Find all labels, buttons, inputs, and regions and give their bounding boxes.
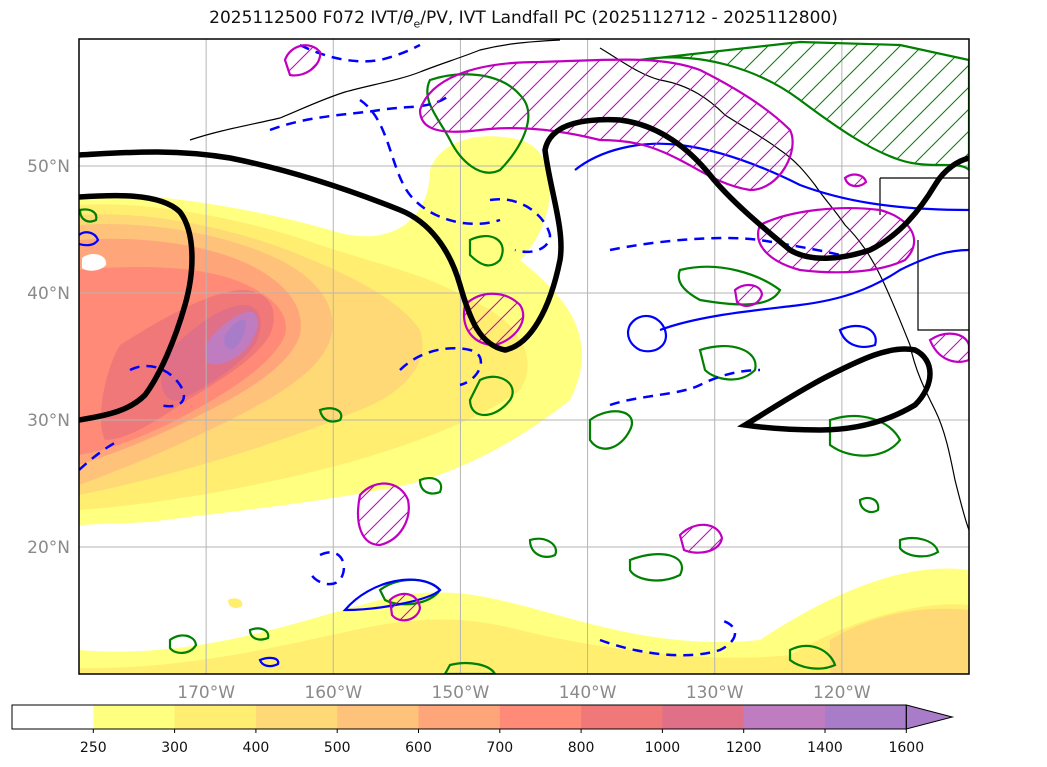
colorbar-segment [337,705,419,729]
x-tick-label: 170°W [177,683,235,703]
ivt-small-patch [228,598,243,608]
pc-contour-6 [388,592,422,622]
pc-contour-9 [928,332,969,363]
pc-contour-5 [678,523,724,554]
colorbar-label: 300 [161,740,188,756]
y-axis-ticks: 20°N 30°N 40°N 50°N [27,157,70,558]
pv-contour-9 [168,634,198,654]
x-axis-ticks: 170°W 160°W 150°W 140°W 130°W 120°W [177,683,871,703]
theta-e-solid-5 [79,231,100,247]
pv-contour-14 [418,476,443,495]
x-tick-label: 120°W [813,683,871,703]
pc-contour-8 [733,284,764,307]
colorbar-extend-arrow [905,704,955,730]
theta-e-dashed-3 [489,197,552,254]
pv-contour-6 [588,410,634,450]
pv-contour-12 [828,415,902,457]
pv-contour-11 [788,644,837,670]
pv-contour-2 [639,40,969,172]
plot-frame [78,38,970,675]
pv-contour-18 [528,537,558,558]
colorbar-segment [743,705,826,729]
x-tick-label: 160°W [304,683,362,703]
black-contour-east [737,346,933,433]
pv-contour-3 [468,235,504,267]
pv-contour-17 [79,208,98,223]
theta-e-solid-6 [258,656,280,668]
pc-contour-7 [283,44,322,77]
y-tick-label: 30°N [27,411,70,431]
pv-contour-5 [698,345,757,381]
colorbar-segment [93,705,176,729]
colorbar-label: 1600 [888,740,924,756]
pc-contour-1 [418,58,794,192]
pv-contour-4 [677,265,782,306]
theta-e-solid-4 [342,578,442,612]
pv-contour-20 [858,496,880,514]
pv-contour-13 [628,553,683,582]
colorbar-label: 1200 [726,740,762,756]
theta-e-dashed-7 [308,551,346,586]
theta-e-solid-7 [838,324,877,348]
colorbar-label: 1000 [645,740,681,756]
state-border [879,177,969,215]
theta-e-dashed-10 [79,438,121,471]
colorbar-label: 700 [486,740,513,756]
colorbar-segment [662,705,745,729]
alaska-coastline [189,39,561,141]
y-tick-label: 40°N [27,284,70,304]
colorbar-segment [581,705,663,729]
y-tick-label: 50°N [27,157,70,177]
title-sub: e [413,17,421,31]
colorbar-segment [499,705,582,729]
colorbar-segment [825,705,907,729]
colorbar: 250 300 400 500 600 700 800 1000 1200 1400 1600 [11,704,955,756]
title-theta: θ [403,8,414,28]
colorbar-segment [418,705,501,729]
x-tick-label: 130°W [686,683,744,703]
bold-black-contours [79,116,969,433]
x-tick-label: 150°W [432,683,490,703]
ivt-pocket-white [82,254,107,271]
ivt-1600-fill [224,319,246,350]
black-contour-west [79,192,195,423]
title-rest: /PV, IVT Landfall PC (2025112712 - 20251… [420,8,838,28]
ivt-south-band-400 [830,608,969,674]
pv-contour-19 [248,627,270,641]
x-tick-label: 140°W [559,683,617,703]
title-main: 2025112500 F072 IVT/ [209,8,404,28]
pc-contour-10 [843,173,868,188]
colorbar-label: 400 [243,740,270,756]
pv-contour-7 [468,375,514,416]
colorbar-label: 1400 [807,740,843,756]
theta-e-dashed-9 [129,364,186,408]
colorbar-label: 800 [568,740,595,756]
colorbar-label: 250 [80,740,107,756]
ivt-landfall-pc-contours [283,44,969,622]
y-tick-label: 20°N [27,538,70,558]
colorbar-label: 600 [405,740,432,756]
pv-contour-15 [898,536,940,558]
pv-contours [79,40,969,674]
colorbar-label: 500 [324,740,351,756]
colorbar-segment [12,705,94,729]
theta-e-contours [79,142,969,668]
theta-e-dashed-2 [359,98,501,226]
colorbar-segment [174,705,257,729]
theta-e-solid-2 [659,248,969,332]
pv-contour-16 [318,407,343,423]
plot-area [79,39,969,674]
black-contour-north [79,116,969,353]
pc-contour-4 [356,482,410,547]
theta-e-dashed-5 [399,346,482,387]
theta-e-solid-3 [626,314,668,353]
colorbar-segment [255,705,338,729]
chart-title: 2025112500 F072 IVT/θe/PV, IVT Landfall … [0,8,1047,30]
ivt-south-band-300 [79,604,969,674]
colorbar-frame [11,704,907,730]
theta-e-dashed-6 [609,368,761,407]
interior-border [917,240,969,331]
pv-contour-10 [443,661,497,674]
